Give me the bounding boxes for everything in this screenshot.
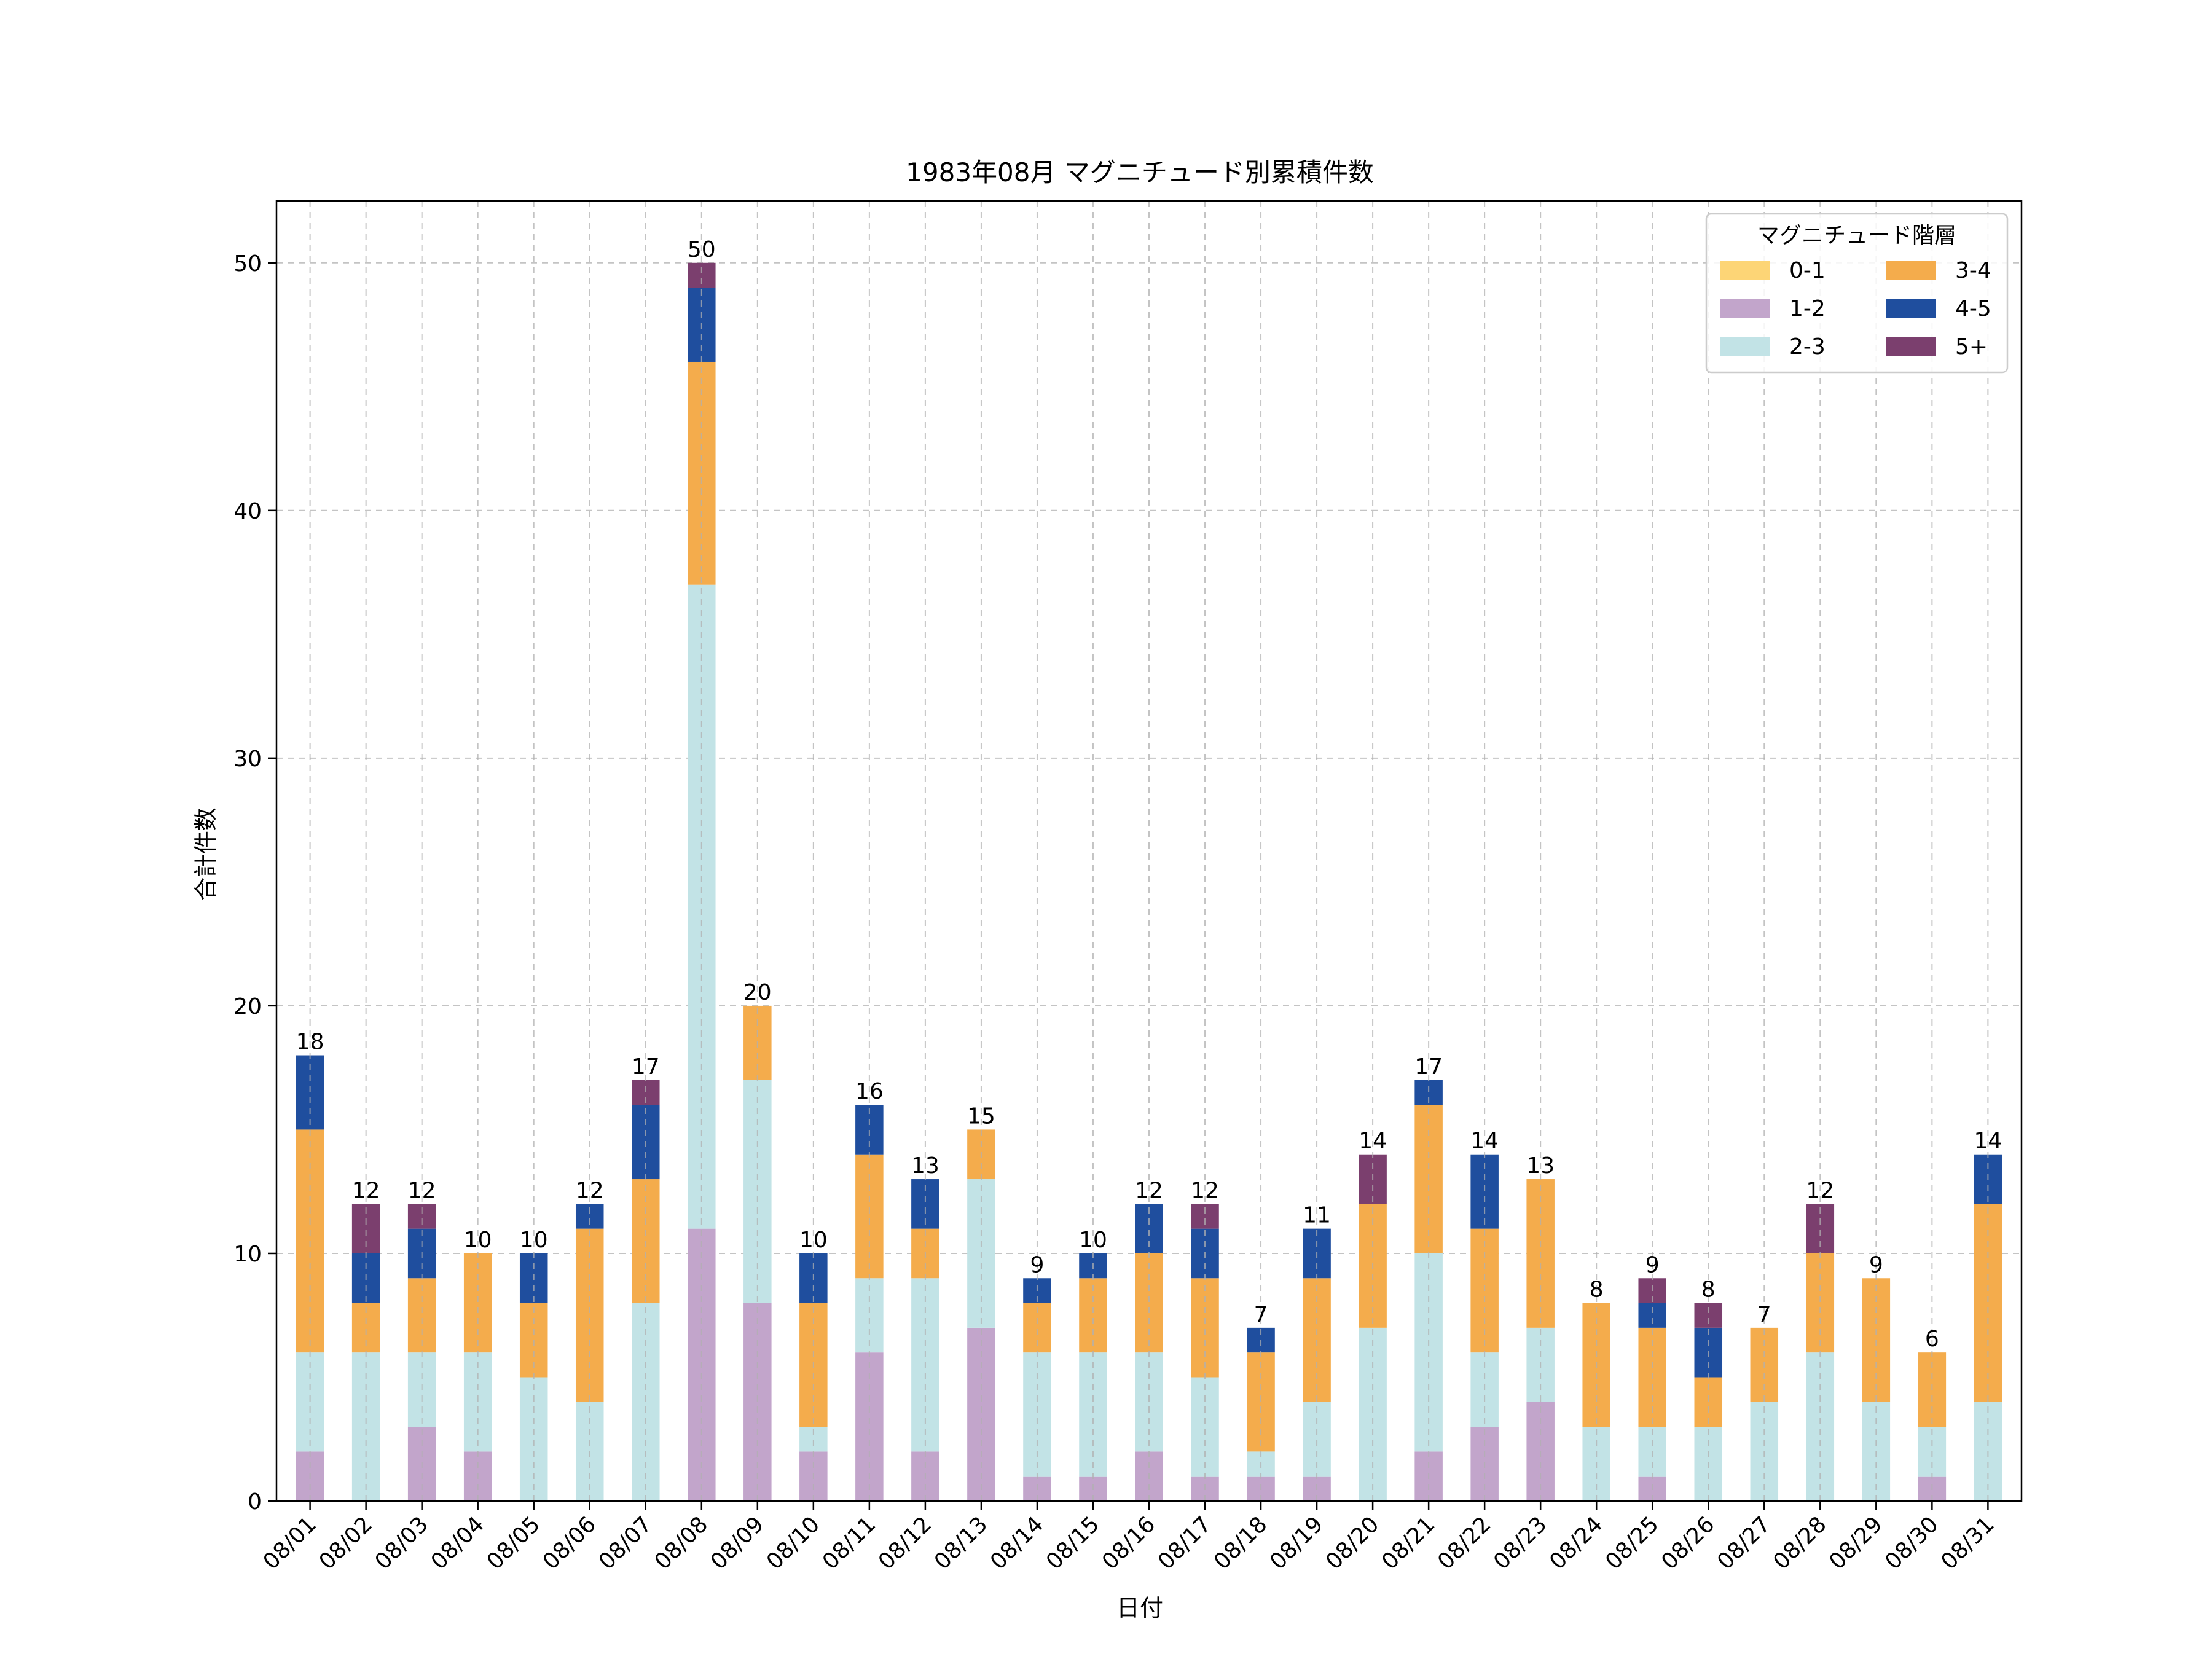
- total-label: 10: [799, 1228, 828, 1253]
- legend-swatch: [1886, 261, 1936, 280]
- bar-segment-2-3: [296, 1352, 324, 1452]
- bar-segment-2-3: [1135, 1352, 1163, 1452]
- chart-title: 1983年08月 マグニチュード別累積件数: [906, 157, 1374, 187]
- y-tick-label: 50: [233, 251, 262, 276]
- y-tick-label: 10: [233, 1242, 262, 1267]
- total-label: 8: [1590, 1277, 1604, 1303]
- total-label: 20: [743, 980, 772, 1005]
- bar-segment-2-3: [1079, 1352, 1107, 1477]
- bar-segment-3-4: [855, 1154, 884, 1279]
- bar-segment-3-4: [1191, 1278, 1219, 1378]
- bar-segment-3-4: [463, 1253, 492, 1353]
- bar-segment-1-2: [743, 1303, 772, 1501]
- legend-swatch: [1886, 337, 1936, 356]
- legend: マグニチュード階層 0-1 1-2 2-3 3-4 4-5 5+: [1705, 213, 2009, 374]
- total-label: 12: [408, 1178, 436, 1203]
- legend-swatch: [1720, 337, 1770, 356]
- total-label: 50: [688, 237, 716, 262]
- legend-swatch: [1720, 299, 1770, 318]
- total-labels: 18 12 12 10 10 12 17 50 20 10 16 13 15 9 10 12 12 7 11 14 17…: [296, 237, 2002, 1352]
- legend-label: 4-5: [1955, 296, 1991, 321]
- total-label: 14: [1359, 1129, 1387, 1154]
- total-label: 10: [1079, 1228, 1107, 1253]
- legend-title: マグニチュード階層: [1757, 223, 1956, 248]
- total-label: 6: [1925, 1327, 1939, 1352]
- total-label: 12: [576, 1178, 604, 1203]
- total-label: 14: [1470, 1129, 1499, 1154]
- legend-label: 2-3: [1789, 334, 1826, 359]
- total-label: 15: [967, 1104, 995, 1129]
- total-label: 7: [1757, 1302, 1771, 1327]
- total-label: 9: [1645, 1252, 1660, 1277]
- legend-items: 0-1 1-2 2-3 3-4 4-5 5+: [1720, 258, 1991, 359]
- total-label: 11: [1303, 1203, 1331, 1228]
- total-label: 9: [1869, 1252, 1883, 1277]
- y-tick-label: 0: [248, 1489, 262, 1515]
- bar-segment-2-3: [463, 1352, 492, 1452]
- legend-swatch: [1886, 299, 1936, 318]
- total-label: 13: [1526, 1153, 1555, 1179]
- y-tick-label: 40: [233, 499, 262, 524]
- total-label: 7: [1254, 1302, 1268, 1327]
- legend-label: 5+: [1955, 334, 1988, 359]
- total-label: 8: [1701, 1277, 1716, 1303]
- bar-segment-2-3: [1023, 1352, 1051, 1477]
- y-axis-label: 合計件数: [192, 807, 219, 901]
- bar-segment-3-4: [688, 361, 716, 585]
- total-label: 18: [296, 1030, 324, 1055]
- legend-frame: [1705, 213, 2009, 374]
- bar-segment-3-4: [1135, 1253, 1163, 1353]
- legend-label: 1-2: [1789, 296, 1826, 321]
- total-label: 10: [520, 1228, 548, 1253]
- y-tick-label: 30: [233, 747, 262, 772]
- total-label: 12: [1191, 1178, 1219, 1203]
- total-label: 13: [911, 1153, 939, 1179]
- total-label: 10: [464, 1228, 492, 1253]
- total-label: 16: [855, 1079, 884, 1104]
- bar-segment-3-4: [1247, 1352, 1275, 1452]
- bar-segment-3-4: [1806, 1253, 1835, 1353]
- total-label: 9: [1030, 1252, 1044, 1277]
- x-axis-label: 日付: [1116, 1594, 1163, 1622]
- bar-segment-3-4: [1974, 1204, 2002, 1402]
- bar-segment-2-3: [1191, 1377, 1219, 1477]
- total-label: 12: [352, 1178, 380, 1203]
- total-label: 14: [1974, 1129, 2002, 1154]
- y-axis: 0 10 20 30 40 50: [233, 251, 276, 1515]
- legend-label: 0-1: [1789, 258, 1826, 283]
- legend-swatch: [1720, 261, 1770, 280]
- total-label: 12: [1806, 1178, 1834, 1203]
- bar-segment-2-3: [632, 1303, 660, 1501]
- total-label: 12: [1135, 1178, 1163, 1203]
- total-label: 17: [1414, 1054, 1443, 1080]
- y-tick-label: 20: [233, 994, 262, 1019]
- legend-label: 3-4: [1955, 258, 1991, 283]
- total-label: 17: [632, 1054, 660, 1080]
